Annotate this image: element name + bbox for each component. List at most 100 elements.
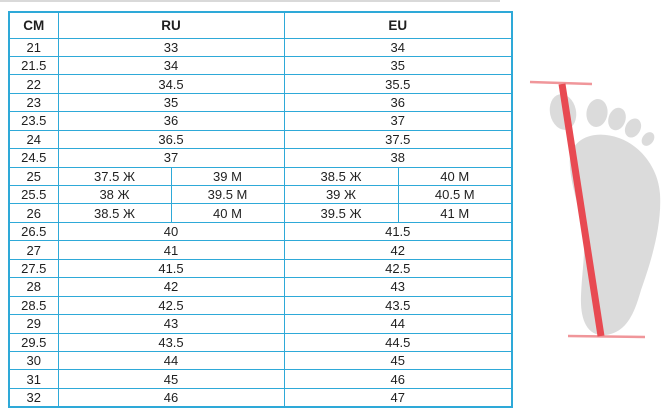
table-row: 28 42 43	[8, 277, 513, 297]
cell-eu: 34	[283, 37, 513, 57]
foot-toe-4	[624, 118, 642, 138]
cell-ru: 42.5	[57, 295, 285, 316]
cell-eu-women: 39.5 Ж	[283, 203, 399, 223]
column-header-ru: RU	[57, 11, 285, 39]
cell-ru-women: 38.5 Ж	[57, 203, 172, 223]
table-row: 30 44 45	[8, 350, 513, 371]
table-row: 32 46 47	[8, 387, 513, 408]
cell-eu: 46	[283, 369, 513, 389]
cell-ru: 37	[57, 148, 285, 168]
measure-bottom-crossbar-icon	[567, 334, 646, 339]
cell-cm: 29.5	[8, 332, 59, 352]
table-row: 21 33 34	[8, 37, 513, 57]
cell-eu: 36	[283, 92, 513, 113]
cell-cm: 28.5	[8, 295, 59, 316]
cell-eu: 43	[283, 277, 513, 297]
cell-cm: 25	[8, 166, 59, 187]
cell-eu-men: 40 М	[397, 166, 513, 187]
cell-ru-women: 38 Ж	[57, 184, 172, 205]
foot-silhouette	[549, 94, 661, 336]
cell-ru: 33	[57, 37, 285, 57]
cell-eu: 45	[283, 350, 513, 371]
cell-ru: 40	[57, 221, 285, 242]
cell-ru: 41	[57, 240, 285, 260]
cell-ru: 36	[57, 111, 285, 131]
cell-ru: 34.5	[57, 74, 285, 94]
cell-ru: 43	[57, 314, 285, 334]
cell-ru-men: 39 М	[170, 166, 285, 187]
table-row: 24 36.5 37.5	[8, 129, 513, 150]
cell-cm: 26.5	[8, 221, 59, 242]
cell-eu: 42	[283, 240, 513, 260]
cell-eu-men: 40.5 М	[397, 184, 513, 205]
cell-eu-men: 41 М	[397, 203, 513, 223]
cell-cm: 22	[8, 74, 59, 94]
cell-cm: 27	[8, 240, 59, 260]
measuring-line	[529, 80, 646, 339]
cell-ru-men: 40 М	[170, 203, 285, 223]
foot-toe-3	[608, 107, 626, 131]
foot-toe-2	[586, 99, 608, 127]
cell-cm: 21.5	[8, 55, 59, 76]
table-row: 29 43 44	[8, 314, 513, 334]
foot-measurement-illustration	[529, 80, 661, 339]
table-row: 24.5 37 38	[8, 148, 513, 168]
cell-eu: 35.5	[283, 74, 513, 94]
cell-ru: 42	[57, 277, 285, 297]
cell-cm: 27.5	[8, 258, 59, 279]
cell-ru: 43.5	[57, 332, 285, 352]
cell-eu: 35	[283, 55, 513, 76]
cell-cm: 24	[8, 129, 59, 150]
foot-toe-5	[641, 132, 655, 146]
table-row: 29.5 43.5 44.5	[8, 332, 513, 352]
column-header-eu: EU	[283, 11, 513, 39]
cell-cm: 30	[8, 350, 59, 371]
cell-eu: 44.5	[283, 332, 513, 352]
table-row: 31 45 46	[8, 369, 513, 389]
size-table-body: 21 33 34 21.5 34 35 22 34.5 35.5 23 35 36 23.5 36 37 24…	[8, 37, 513, 408]
table-row: 22 34.5 35.5	[8, 74, 513, 94]
cell-cm: 26	[8, 203, 59, 223]
table-row: 25.5 38 Ж 39.5 М 39 Ж 40.5 М	[8, 184, 513, 205]
measure-top-crossbar-icon	[529, 80, 593, 86]
cell-ru: 35	[57, 92, 285, 113]
cell-ru: 44	[57, 350, 285, 371]
cell-cm: 29	[8, 314, 59, 334]
cell-eu: 42.5	[283, 258, 513, 279]
cell-eu-women: 38.5 Ж	[283, 166, 399, 187]
table-header-row: CM RU EU	[8, 11, 513, 39]
table-row: 23 35 36	[8, 92, 513, 113]
cell-cm: 25.5	[8, 184, 59, 205]
cell-eu: 37.5	[283, 129, 513, 150]
table-row: 28.5 42.5 43.5	[8, 295, 513, 316]
cell-cm: 28	[8, 277, 59, 297]
cell-eu: 44	[283, 314, 513, 334]
cell-cm: 32	[8, 387, 59, 408]
cell-cm: 21	[8, 37, 59, 57]
cell-cm: 31	[8, 369, 59, 389]
table-row: 25 37.5 Ж 39 М 38.5 Ж 40 М	[8, 166, 513, 187]
cell-cm: 23	[8, 92, 59, 113]
cell-ru: 34	[57, 55, 285, 76]
cell-ru: 46	[57, 387, 285, 408]
table-row: 26 38.5 Ж 40 М 39.5 Ж 41 М	[8, 203, 513, 223]
cell-eu: 41.5	[283, 221, 513, 242]
cell-ru: 36.5	[57, 129, 285, 150]
table-row: 27.5 41.5 42.5	[8, 258, 513, 279]
column-header-cm: CM	[8, 11, 59, 39]
cell-ru: 41.5	[57, 258, 285, 279]
cell-eu: 38	[283, 148, 513, 168]
table-row: 23.5 36 37	[8, 111, 513, 131]
measure-length-line-icon	[558, 83, 605, 337]
cell-ru-women: 37.5 Ж	[57, 166, 172, 187]
table-row: 21.5 34 35	[8, 55, 513, 76]
shoe-size-table: CM RU EU 21 33 34 21.5 34 35 22 34.5 35.5 23 35 36 2…	[8, 11, 514, 408]
table-row: 27 41 42	[8, 240, 513, 260]
cell-cm: 24.5	[8, 148, 59, 168]
cell-ru: 45	[57, 369, 285, 389]
table-row: 26.5 40 41.5	[8, 221, 513, 242]
cell-eu: 47	[283, 387, 513, 408]
cell-eu: 37	[283, 111, 513, 131]
top-divider	[0, 0, 500, 2]
cell-ru-men: 39.5 М	[170, 184, 285, 205]
